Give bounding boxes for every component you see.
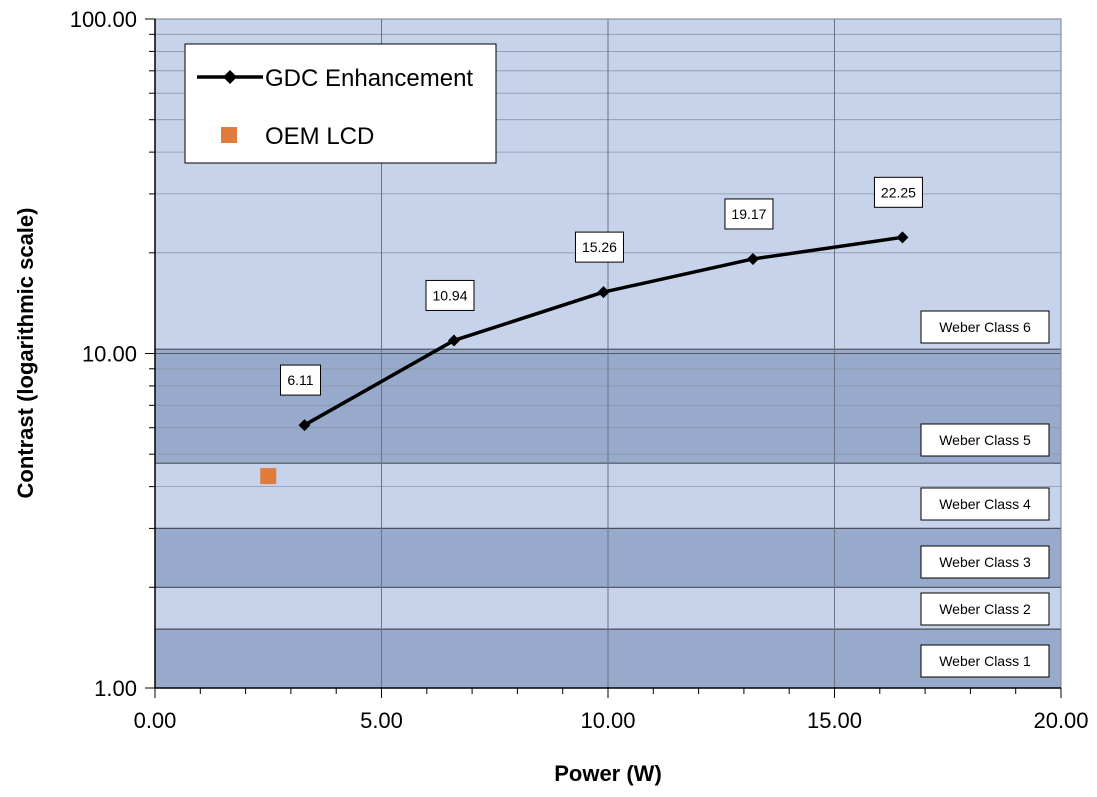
weber-class-label-text: Weber Class 4 <box>939 496 1031 512</box>
gdc-point-marker <box>298 419 311 432</box>
data-label-box <box>873 176 923 208</box>
weber-class-label-box <box>920 310 1050 344</box>
oem-lcd-marker <box>260 468 277 485</box>
y-tick-label: 100.00 <box>70 7 137 32</box>
weber-class-label-text: Weber Class 3 <box>939 554 1031 570</box>
weber-class-label-4: Weber Class 4 <box>920 487 1050 521</box>
gdc-data-label: 10.94 <box>425 279 475 311</box>
weber-class-label-3: Weber Class 3 <box>920 545 1050 579</box>
y-axis-title: Contrast (logarithmic scale) <box>13 208 38 499</box>
gdc-data-label: 22.25 <box>873 176 923 208</box>
axes: 0.00 5.00 10.00 15.00 20.00 1.00 10.00 100.00 <box>70 7 1089 733</box>
legend-oem-label: OEM LCD <box>265 123 374 150</box>
x-tick-label: 10.00 <box>580 708 635 733</box>
data-label-box <box>724 198 774 230</box>
x-tick-label: 0.00 <box>134 708 177 733</box>
weber-class-label-text: Weber Class 1 <box>939 653 1031 669</box>
weber-class-label-box <box>920 423 1050 457</box>
gdc-data-label: 6.11 <box>279 364 321 396</box>
weber-class-label-box <box>920 644 1050 678</box>
data-label-text: 10.94 <box>432 287 467 303</box>
data-label-text: 22.25 <box>881 184 916 200</box>
gdc-point-marker <box>447 334 460 347</box>
weber-class-label-text: Weber Class 5 <box>939 432 1031 448</box>
data-label-text: 6.11 <box>287 372 313 388</box>
weber-class-label-5: Weber Class 5 <box>920 423 1050 457</box>
weber-class-label-box <box>920 545 1050 579</box>
legend-gdc-label: GDC Enhancement <box>265 65 473 92</box>
gdc-point-marker <box>597 286 610 299</box>
data-series: 6.11 10.94 15.26 19.17 22.25 <box>260 176 923 485</box>
legend-box <box>184 43 497 164</box>
legend-gdc-diamond <box>223 70 237 84</box>
gdc-data-label: 15.26 <box>574 231 624 263</box>
weber-class-label-6: Weber Class 6 <box>920 310 1050 344</box>
data-label-box <box>279 364 321 396</box>
weber-class-label-box <box>920 592 1050 626</box>
x-tick-label: 20.00 <box>1033 708 1088 733</box>
y-tick-label: 1.00 <box>94 676 137 701</box>
legend-oem-marker <box>221 127 237 143</box>
gdc-data-label: 19.17 <box>724 198 774 230</box>
data-label-box <box>425 279 475 311</box>
weber-class-label-text: Weber Class 6 <box>939 319 1031 335</box>
gdc-point-marker <box>896 231 909 244</box>
weber-class-label-box <box>920 487 1050 521</box>
gdc-point-marker <box>746 252 759 265</box>
x-tick-label: 5.00 <box>360 708 403 733</box>
weber-class-labels: Weber Class 1 Weber Class 2 Weber Class 3 W… <box>920 310 1050 678</box>
x-axis-title: Power (W) <box>554 761 662 786</box>
x-tick-label: 15.00 <box>807 708 862 733</box>
y-tick-label: 10.00 <box>82 342 137 367</box>
legend: GDC Enhancement OEM LCD <box>184 43 497 164</box>
data-label-text: 15.26 <box>582 239 617 255</box>
weber-class-label-2: Weber Class 2 <box>920 592 1050 626</box>
data-label-box <box>574 231 624 263</box>
weber-class-label-text: Weber Class 2 <box>939 601 1031 617</box>
data-label-text: 19.17 <box>731 206 766 222</box>
weber-class-label-1: Weber Class 1 <box>920 644 1050 678</box>
